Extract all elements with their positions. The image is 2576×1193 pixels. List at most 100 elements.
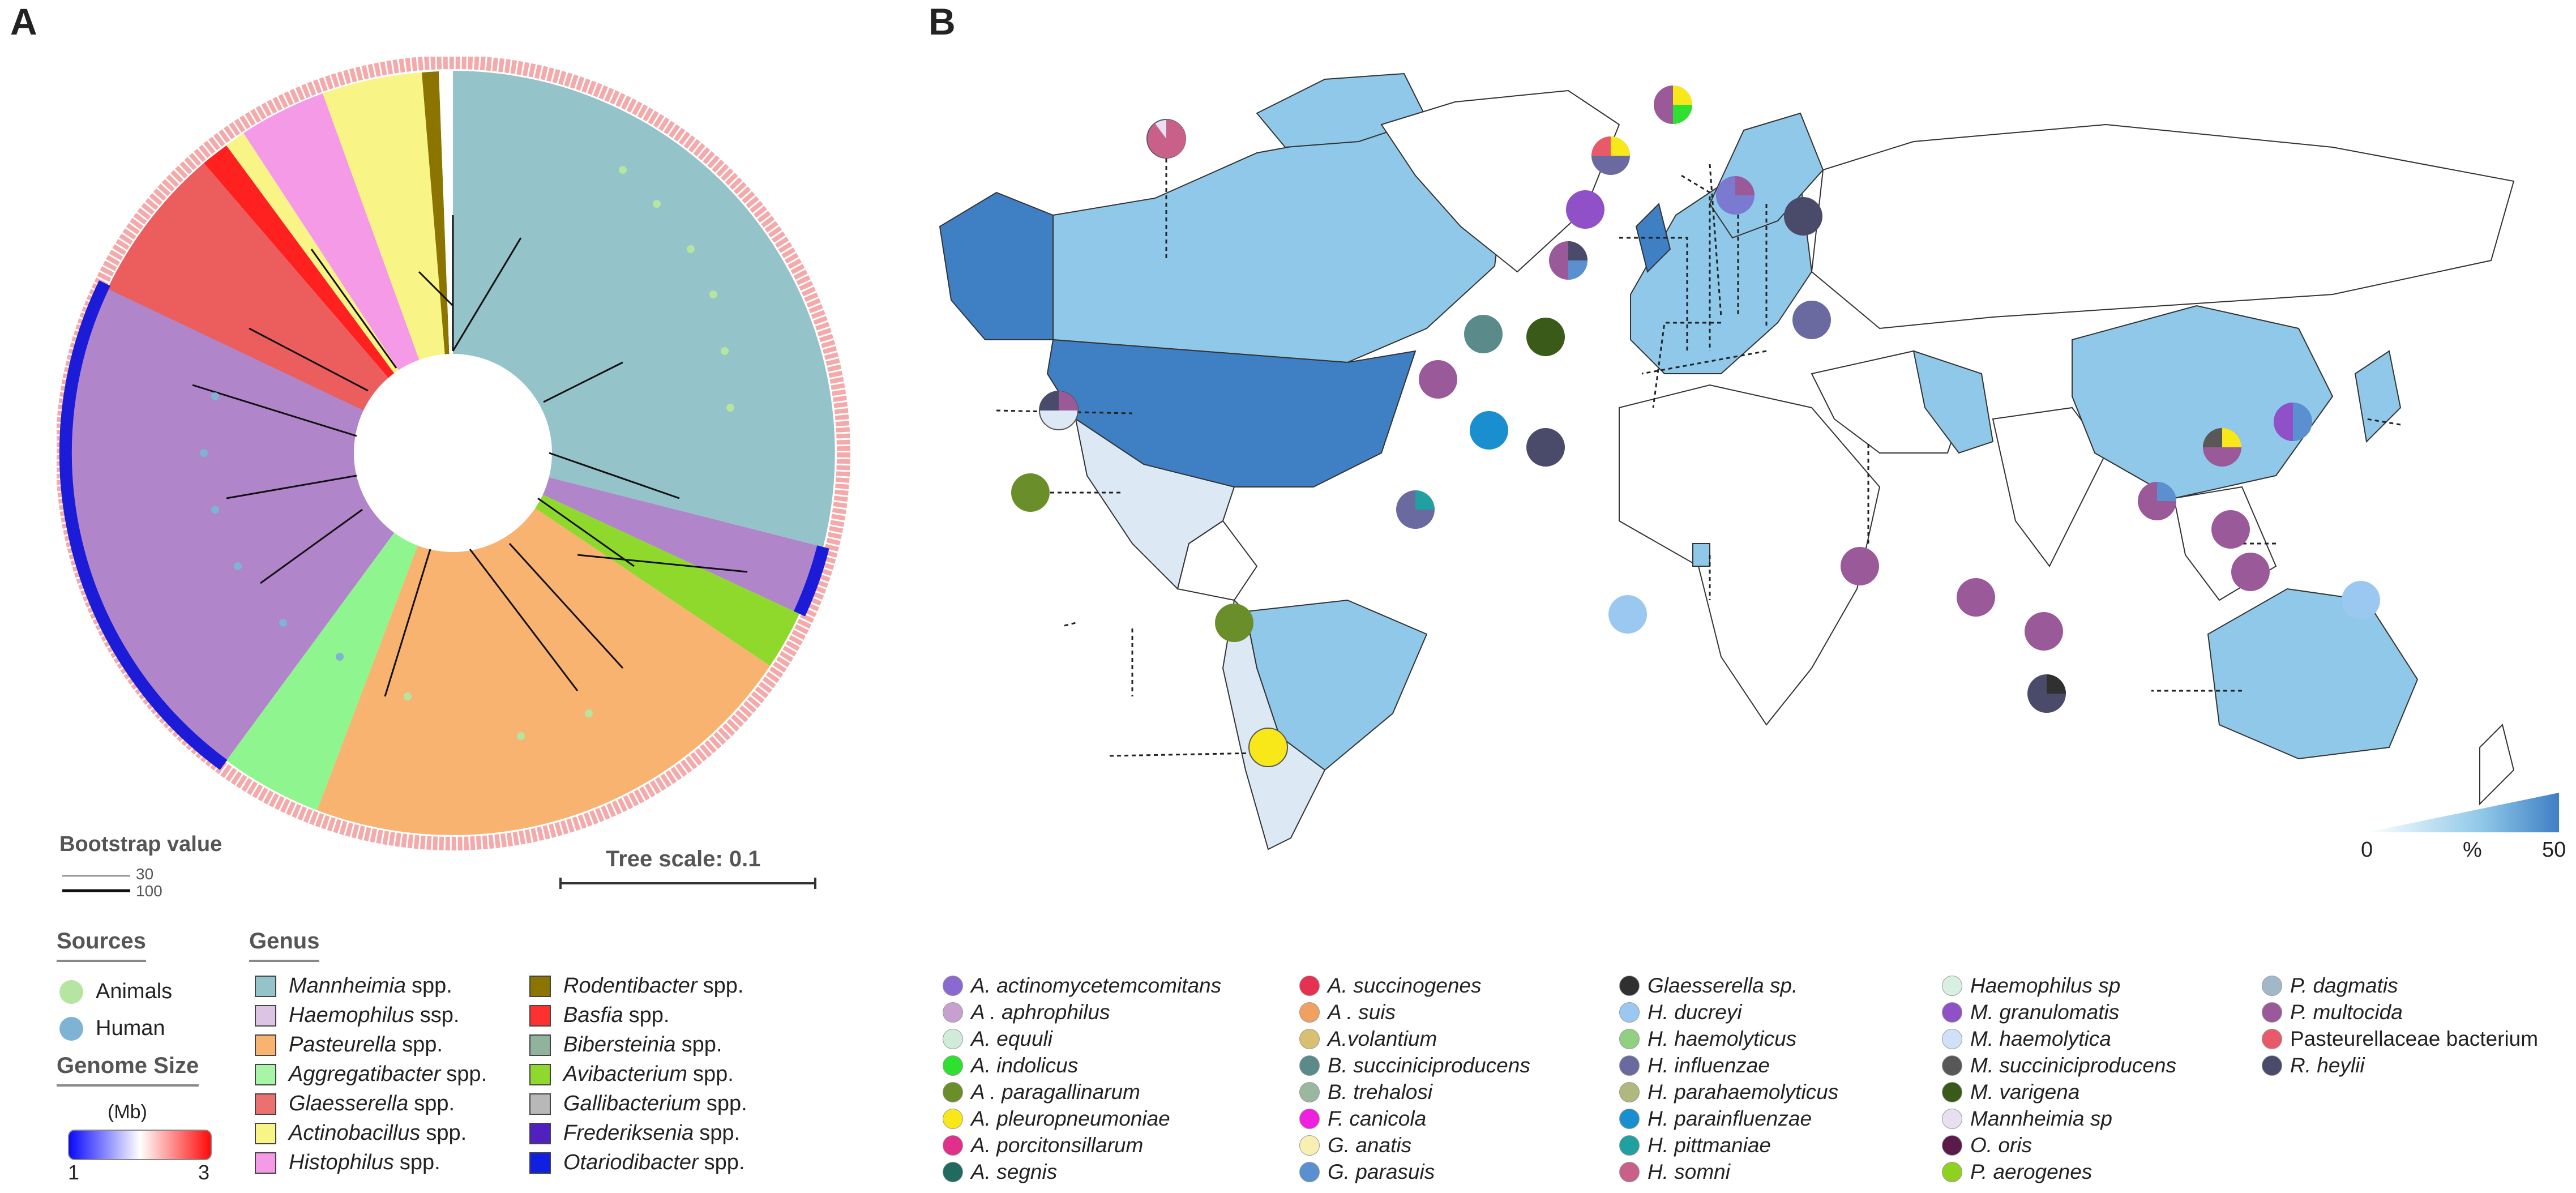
map-japan: [2354, 350, 2402, 443]
species-dot: [2262, 1029, 2282, 1049]
species-legend-item: A. segnis: [943, 1160, 1057, 1184]
species-name: Pasteurellaceae bacterium: [2290, 1027, 2539, 1050]
genus-suffix: spp.: [628, 1003, 670, 1027]
pie-sweden: [1654, 85, 1692, 124]
pie-iceland: [1549, 241, 1587, 280]
species-name: A. pleuropneumoniae: [971, 1107, 1170, 1130]
genus-swatch: [255, 1004, 276, 1027]
genus-name: Haemophilus: [289, 1003, 414, 1027]
sources-title: Sources: [57, 929, 146, 962]
genus-name: Basfia: [563, 1003, 623, 1027]
species-dot: [943, 976, 963, 996]
bootstrap-low: 30: [136, 865, 154, 883]
genus-swatch: [529, 975, 551, 997]
pie-alaska: [1146, 119, 1186, 159]
marker-uk: [1566, 190, 1604, 229]
species-name: B. succiniciproducens: [1328, 1054, 1530, 1077]
species-dot: [1299, 1135, 1320, 1156]
marker-canada-east: [1419, 360, 1457, 399]
genus-legend-item: Rodentibacter spp.: [529, 974, 743, 998]
species-legend-item: A. porcitonsillarum: [943, 1134, 1143, 1157]
map-markers: [1011, 85, 2380, 767]
pie-korea: [2203, 428, 2241, 467]
genus-swatch: [529, 1122, 551, 1144]
genus-name: Histophilus: [289, 1151, 394, 1174]
genus-name: Rodentibacter: [563, 974, 698, 998]
species-legend-item: Pasteurellaceae bacterium: [2262, 1027, 2538, 1051]
pie-usa: [1039, 391, 1079, 430]
map-scale-unit: %: [2463, 838, 2482, 862]
map-central-america: [1176, 520, 1258, 601]
species-legend-item: G. parasuis: [1299, 1160, 1435, 1184]
bootstrap-high: 100: [136, 882, 162, 900]
species-name: Mannheimia sp: [1970, 1107, 2112, 1130]
genus-swatch: [529, 1063, 551, 1085]
map-china: [2072, 305, 2334, 499]
marker-finland-2: [1784, 197, 1822, 236]
species-legend-item: A. indolicus: [943, 1054, 1078, 1077]
species-name: A.volantium: [1328, 1027, 1437, 1050]
genome-size-gradient: [68, 1130, 212, 1160]
species-dot: [1942, 1055, 1962, 1076]
species-legend-item: H. pittmaniae: [1619, 1134, 1771, 1157]
genus-swatch: [255, 975, 276, 997]
species-name: G. anatis: [1328, 1134, 1412, 1157]
genus-legend-item: Mannheimia spp.: [255, 974, 452, 998]
species-legend-item: Haemophilus sp: [1942, 974, 2120, 998]
clade-actinobacillus: [323, 72, 453, 453]
map-leader-lines: [996, 159, 2401, 757]
species-name: M. haemolytica: [1970, 1027, 2111, 1050]
panel-label-b: B: [928, 1, 956, 42]
species-dot: [943, 1135, 963, 1156]
genus-swatch: [255, 1152, 276, 1174]
species-legend-item: A . paragallinarum: [943, 1080, 1140, 1104]
genome-size-title: Genome Size: [57, 1053, 199, 1087]
genus-legend-item: Avibacterium spp.: [529, 1062, 734, 1087]
pie-thailand: [2138, 482, 2176, 520]
species-name: A . suis: [1328, 1000, 1396, 1024]
human-source-strip-left: [59, 280, 228, 770]
genus-name: Bibersteinia: [563, 1033, 676, 1057]
species-dot: [1942, 1002, 1962, 1023]
marker-indonesia: [2025, 612, 2063, 651]
genus-legend-item: Bibersteinia spp.: [529, 1033, 722, 1057]
genus-name: Glaesserella: [289, 1092, 409, 1115]
species-legend-item: H. ducreyi: [1619, 1000, 1742, 1024]
species-dot: [2262, 1055, 2282, 1076]
species-legend-item: M. haemolytica: [1942, 1027, 2111, 1051]
pie-finland: [1716, 176, 1755, 215]
species-name: H. parainfluenzae: [1648, 1107, 1812, 1130]
marker-atlantic-1: [1464, 315, 1503, 353]
marker-atlantic-2: [1526, 318, 1565, 356]
species-legend-item: M. granulomatis: [1942, 1000, 2119, 1024]
source-label: Animals: [96, 980, 173, 1003]
tree-core: [354, 354, 552, 552]
bootstrap-scale: [62, 875, 130, 892]
genome-size-min: 1: [68, 1161, 80, 1184]
tree-scale-label: Tree scale: 0.1: [606, 846, 761, 871]
marker-india: [1957, 578, 1995, 617]
species-dot: [1619, 1109, 1640, 1129]
species-dot: [943, 1055, 963, 1076]
genus-legend-item: Glaesserella spp.: [255, 1092, 455, 1116]
species-name: Haemophilus sp: [1970, 974, 2121, 997]
tree-branches: [192, 215, 748, 697]
species-dot: [1299, 1029, 1320, 1049]
genus-suffix: ssp.: [420, 1003, 460, 1027]
species-legend-item: P. dagmatis: [2262, 974, 2398, 998]
species-dot: [1299, 1162, 1320, 1182]
human-source-strip-right: [794, 545, 829, 617]
species-legend-item: A. pleuropneumoniae: [943, 1107, 1170, 1131]
genus-swatch: [529, 1004, 551, 1027]
species-dot: [1299, 1109, 1320, 1129]
source-label: Human: [96, 1016, 165, 1040]
marker-ghana: [1608, 595, 1647, 634]
clade-glaesserella: [108, 163, 453, 453]
genus-title: Genus: [249, 929, 320, 962]
map-african-country: [1692, 543, 1710, 567]
species-dot: [1942, 1082, 1962, 1102]
genus-swatch: [529, 1093, 551, 1115]
genus-swatch: [255, 1093, 276, 1115]
genus-swatch: [529, 1152, 551, 1174]
species-dot: [1299, 976, 1320, 996]
